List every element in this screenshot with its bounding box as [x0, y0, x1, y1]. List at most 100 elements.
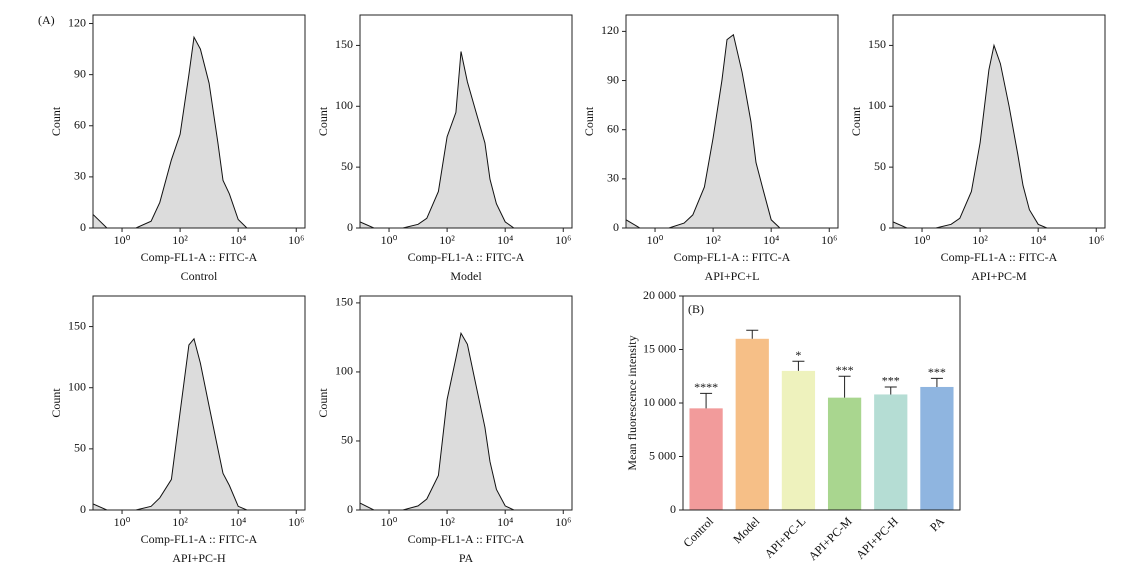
bar — [781, 370, 816, 510]
y-tick-label: 90 — [607, 72, 619, 86]
error-bar — [930, 377, 943, 387]
bar — [735, 338, 769, 510]
y-tick-label: 150 — [68, 318, 86, 332]
bar — [689, 408, 723, 510]
y-tick-label: 0 — [670, 502, 676, 516]
y-tick-label: 150 — [335, 295, 353, 309]
plot-frame — [92, 14, 306, 229]
significance-label: *** — [882, 374, 900, 388]
x-tick-label: 10⁴ — [497, 515, 513, 529]
y-tick-label: 90 — [74, 66, 86, 80]
x-tick-label: 10² — [172, 233, 188, 247]
error-bar — [838, 375, 851, 398]
x-tick-label: 10⁶ — [555, 233, 571, 247]
y-tick-label: 0 — [80, 502, 86, 516]
x-tick-label: 10⁴ — [230, 233, 246, 247]
x-tick-label: 10² — [172, 515, 188, 529]
y-tick-label: 0 — [347, 220, 353, 234]
y-tick-label: 20 000 — [643, 288, 676, 302]
panel-caption: Control — [181, 269, 218, 283]
y-tick-label: 150 — [335, 37, 353, 51]
x-tick-label: 10² — [439, 515, 455, 529]
y-axis-label: Mean fluorescence intensity — [625, 335, 639, 470]
y-tick-label: 60 — [74, 118, 86, 132]
x-tick-label: 10⁰ — [114, 515, 131, 529]
x-tick-label: 10⁰ — [114, 233, 131, 247]
x-tick-label: Model — [730, 514, 763, 547]
panel-label: (B) — [688, 302, 704, 316]
error-bar — [700, 392, 713, 409]
histogram-area — [92, 337, 305, 511]
y-tick-label: 150 — [868, 37, 886, 51]
error-bar — [792, 360, 805, 371]
error-bar — [884, 386, 897, 395]
panel-label: (A) — [38, 13, 55, 27]
x-tick-label: 10⁰ — [381, 233, 398, 247]
significance-label: *** — [836, 363, 854, 377]
y-axis-label: Count — [49, 388, 63, 418]
y-tick-label: 50 — [874, 159, 886, 173]
x-tick-label: 10⁴ — [763, 233, 779, 247]
y-axis-label: Count — [49, 106, 63, 136]
x-tick-label: 10⁶ — [288, 515, 304, 529]
x-tick-label: Control — [680, 514, 716, 550]
y-tick-label: 30 — [607, 171, 619, 185]
y-tick-label: 60 — [607, 121, 619, 135]
y-axis-label: Count — [316, 388, 330, 418]
plot-frame — [892, 14, 1106, 229]
bar — [920, 386, 954, 510]
panel-caption: PA — [459, 551, 474, 565]
x-tick-label: API+PC-H — [853, 514, 901, 562]
x-axis-label: Comp-FL1-A :: FITC-A — [674, 250, 791, 264]
x-axis-label: Comp-FL1-A :: FITC-A — [408, 532, 525, 546]
histogram-area — [625, 33, 838, 229]
x-tick-label: 10⁴ — [497, 233, 513, 247]
histogram-area — [359, 51, 572, 229]
x-tick-label: 10⁰ — [381, 515, 398, 529]
bar — [827, 397, 862, 510]
x-tick-label: 10⁰ — [914, 233, 931, 247]
y-tick-label: 50 — [74, 441, 86, 455]
x-tick-label: 10⁰ — [647, 233, 664, 247]
x-tick-label: 10⁶ — [821, 233, 837, 247]
x-tick-label: 10² — [439, 233, 455, 247]
y-tick-label: 100 — [868, 98, 886, 112]
plot-frame — [625, 14, 839, 229]
x-axis-label: Comp-FL1-A :: FITC-A — [408, 250, 525, 264]
y-tick-label: 50 — [341, 159, 353, 173]
plot-frame — [682, 295, 961, 511]
panel-caption: API+PC-M — [971, 269, 1027, 283]
x-tick-label: API+PC-M — [806, 514, 855, 563]
y-tick-label: 10 000 — [643, 395, 676, 409]
y-tick-label: 120 — [68, 15, 86, 29]
x-tick-label: 10² — [972, 233, 988, 247]
x-tick-label: 10⁴ — [1030, 233, 1046, 247]
x-axis-label: Comp-FL1-A :: FITC-A — [141, 250, 258, 264]
histogram-area — [359, 331, 572, 511]
plot-frame — [359, 295, 573, 511]
y-axis-label: Count — [582, 106, 596, 136]
y-tick-label: 30 — [74, 169, 86, 183]
y-tick-label: 0 — [80, 220, 86, 234]
x-tick-label: PA — [927, 514, 947, 534]
y-axis-label: Count — [849, 106, 863, 136]
x-tick-label: 10⁴ — [230, 515, 246, 529]
significance-label: *** — [928, 365, 946, 379]
y-tick-label: 120 — [601, 23, 619, 37]
error-bar — [746, 329, 759, 339]
x-axis-label: Comp-FL1-A :: FITC-A — [141, 532, 258, 546]
y-tick-label: 5 000 — [649, 448, 676, 462]
histogram-area — [92, 35, 305, 229]
y-tick-label: 100 — [335, 98, 353, 112]
significance-label: * — [795, 348, 801, 362]
y-tick-label: 0 — [347, 502, 353, 516]
significance-label: **** — [694, 380, 718, 394]
x-tick-label: 10⁶ — [555, 515, 571, 529]
panel-caption: API+PC-H — [172, 551, 226, 565]
x-tick-label: API+PC-L — [762, 514, 809, 561]
y-axis-label: Count — [316, 106, 330, 136]
y-tick-label: 100 — [335, 364, 353, 378]
panel-caption: API+PC+L — [705, 269, 760, 283]
x-tick-label: 10⁶ — [1088, 233, 1104, 247]
